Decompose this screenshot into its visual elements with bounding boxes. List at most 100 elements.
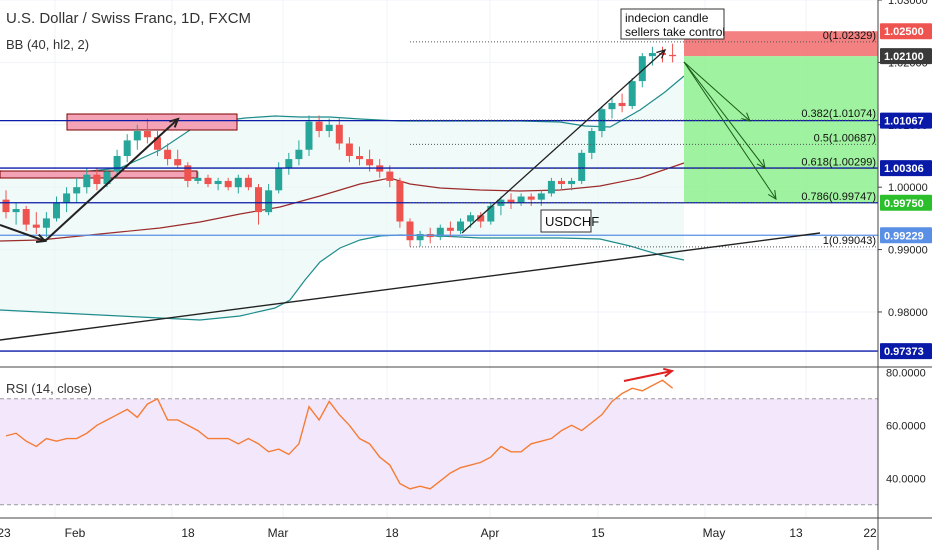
- trend-line: [0, 232, 821, 341]
- candle-body: [406, 221, 414, 241]
- rsi-label: RSI (14, close): [6, 381, 92, 396]
- candle-body: [204, 177, 212, 185]
- candle-body: [487, 205, 495, 222]
- candle-body: [42, 218, 50, 228]
- up-arrow-head: [169, 117, 180, 128]
- candle-body: [164, 149, 172, 160]
- candle-body: [63, 193, 71, 203]
- target-arrow-1: [683, 61, 751, 122]
- rsi-line: [5, 379, 674, 490]
- candle-body: [234, 177, 242, 188]
- rsi-band-fill: [0, 398, 878, 505]
- rsi-tick-label: 40.0000: [886, 473, 926, 485]
- candle-body: [345, 143, 353, 156]
- candle-body: [436, 227, 444, 238]
- take-profit-zone: [684, 56, 878, 203]
- time-tick-label: Mar: [268, 526, 289, 540]
- candle-body: [214, 180, 222, 185]
- bollinger-band-fill: [0, 76, 684, 320]
- price-tag: [880, 23, 932, 40]
- price-tag: [880, 343, 932, 360]
- price-tick-label: 0.98000: [888, 307, 928, 319]
- candle-body: [416, 233, 424, 241]
- candle-body: [32, 224, 40, 228]
- annotation-box: [620, 8, 725, 40]
- symbol-title: U.S. Dollar / Swiss Franc, 1D, FXCM: [6, 10, 252, 27]
- fib-level-label: 1(0.99043): [823, 235, 876, 247]
- candle-body: [224, 180, 232, 188]
- candle-body: [53, 202, 60, 219]
- time-tick-label: May: [703, 526, 726, 540]
- resistance-box: [66, 113, 238, 131]
- candle-body: [628, 81, 636, 107]
- annotation-line-1: indecion candle: [625, 11, 709, 25]
- price-tag-label: 1.01067: [884, 116, 924, 128]
- symbol-annotation-box: [540, 209, 592, 233]
- price-tag: [880, 112, 932, 129]
- up-arrow: [44, 118, 179, 242]
- time-tick-label: 15: [591, 526, 605, 540]
- price-tag-label: 1.02500: [884, 26, 924, 38]
- candle-body: [255, 187, 262, 213]
- candle-body: [184, 165, 192, 181]
- candle-body: [2, 199, 10, 213]
- candle-body: [335, 124, 343, 144]
- candle-body: [12, 209, 20, 213]
- symbol-annotation: USDCHF: [545, 214, 599, 229]
- candle-body: [285, 159, 293, 169]
- time-tick-label: Apr: [481, 526, 500, 540]
- candle-body: [113, 155, 121, 172]
- time-tick-label: 13: [789, 526, 803, 540]
- fib-level-label: 0.5(1.00687): [814, 132, 876, 144]
- rsi-tick-label: 60.0000: [886, 420, 926, 432]
- candle-body: [396, 180, 404, 222]
- candle-body: [507, 199, 515, 203]
- candle-body: [568, 180, 576, 185]
- time-tick-label: Feb: [65, 526, 86, 540]
- candle-body: [315, 121, 323, 132]
- candle-body: [386, 171, 394, 181]
- target-arrow-2: [683, 61, 766, 169]
- rsi-divergence-arrow-head: [663, 367, 675, 378]
- candle-body: [305, 121, 313, 150]
- target-arrow-3: [683, 61, 777, 200]
- candle-body: [295, 149, 303, 160]
- candle-body: [547, 180, 555, 194]
- candle-body: [123, 140, 131, 156]
- fib-level-label: 0.382(1.01074): [801, 108, 876, 120]
- candle-body: [366, 159, 374, 166]
- candle-body: [275, 168, 283, 191]
- up-arrow-april-head: [656, 48, 667, 59]
- candle-body: [638, 56, 646, 82]
- candle-body: [174, 159, 182, 166]
- down-arrow: [0, 224, 46, 242]
- bollinger-lower-line: [0, 234, 685, 321]
- candle-body: [648, 53, 656, 57]
- candle-body: [356, 155, 363, 160]
- candle-body: [588, 131, 596, 153]
- candle-body: [446, 227, 454, 231]
- target-arrow-2-head: [756, 159, 766, 169]
- candle-body: [517, 196, 525, 203]
- bollinger-basis-line: [0, 162, 685, 242]
- candle-body: [265, 190, 273, 213]
- rsi-divergence-arrow: [623, 370, 673, 382]
- time-tick-label: 18: [385, 526, 399, 540]
- candle-body: [103, 171, 111, 185]
- candle-body: [457, 221, 464, 231]
- price-tag-label: 0.99750: [884, 198, 924, 210]
- candle-body: [558, 180, 565, 185]
- price-tick-label: 1.03000: [888, 0, 928, 7]
- price-tag-label: 0.99229: [884, 230, 924, 242]
- candle-body: [83, 174, 91, 188]
- candle-body: [133, 131, 141, 141]
- fib-level-label: 0.618(1.00299): [801, 157, 876, 169]
- up-arrow-april: [461, 49, 666, 234]
- candle-body: [618, 102, 626, 107]
- candle-body: [578, 152, 586, 181]
- candle-body: [537, 193, 545, 200]
- rsi-tick-label: 80.0000: [886, 367, 926, 379]
- price-tag-label: 1.00306: [884, 163, 924, 175]
